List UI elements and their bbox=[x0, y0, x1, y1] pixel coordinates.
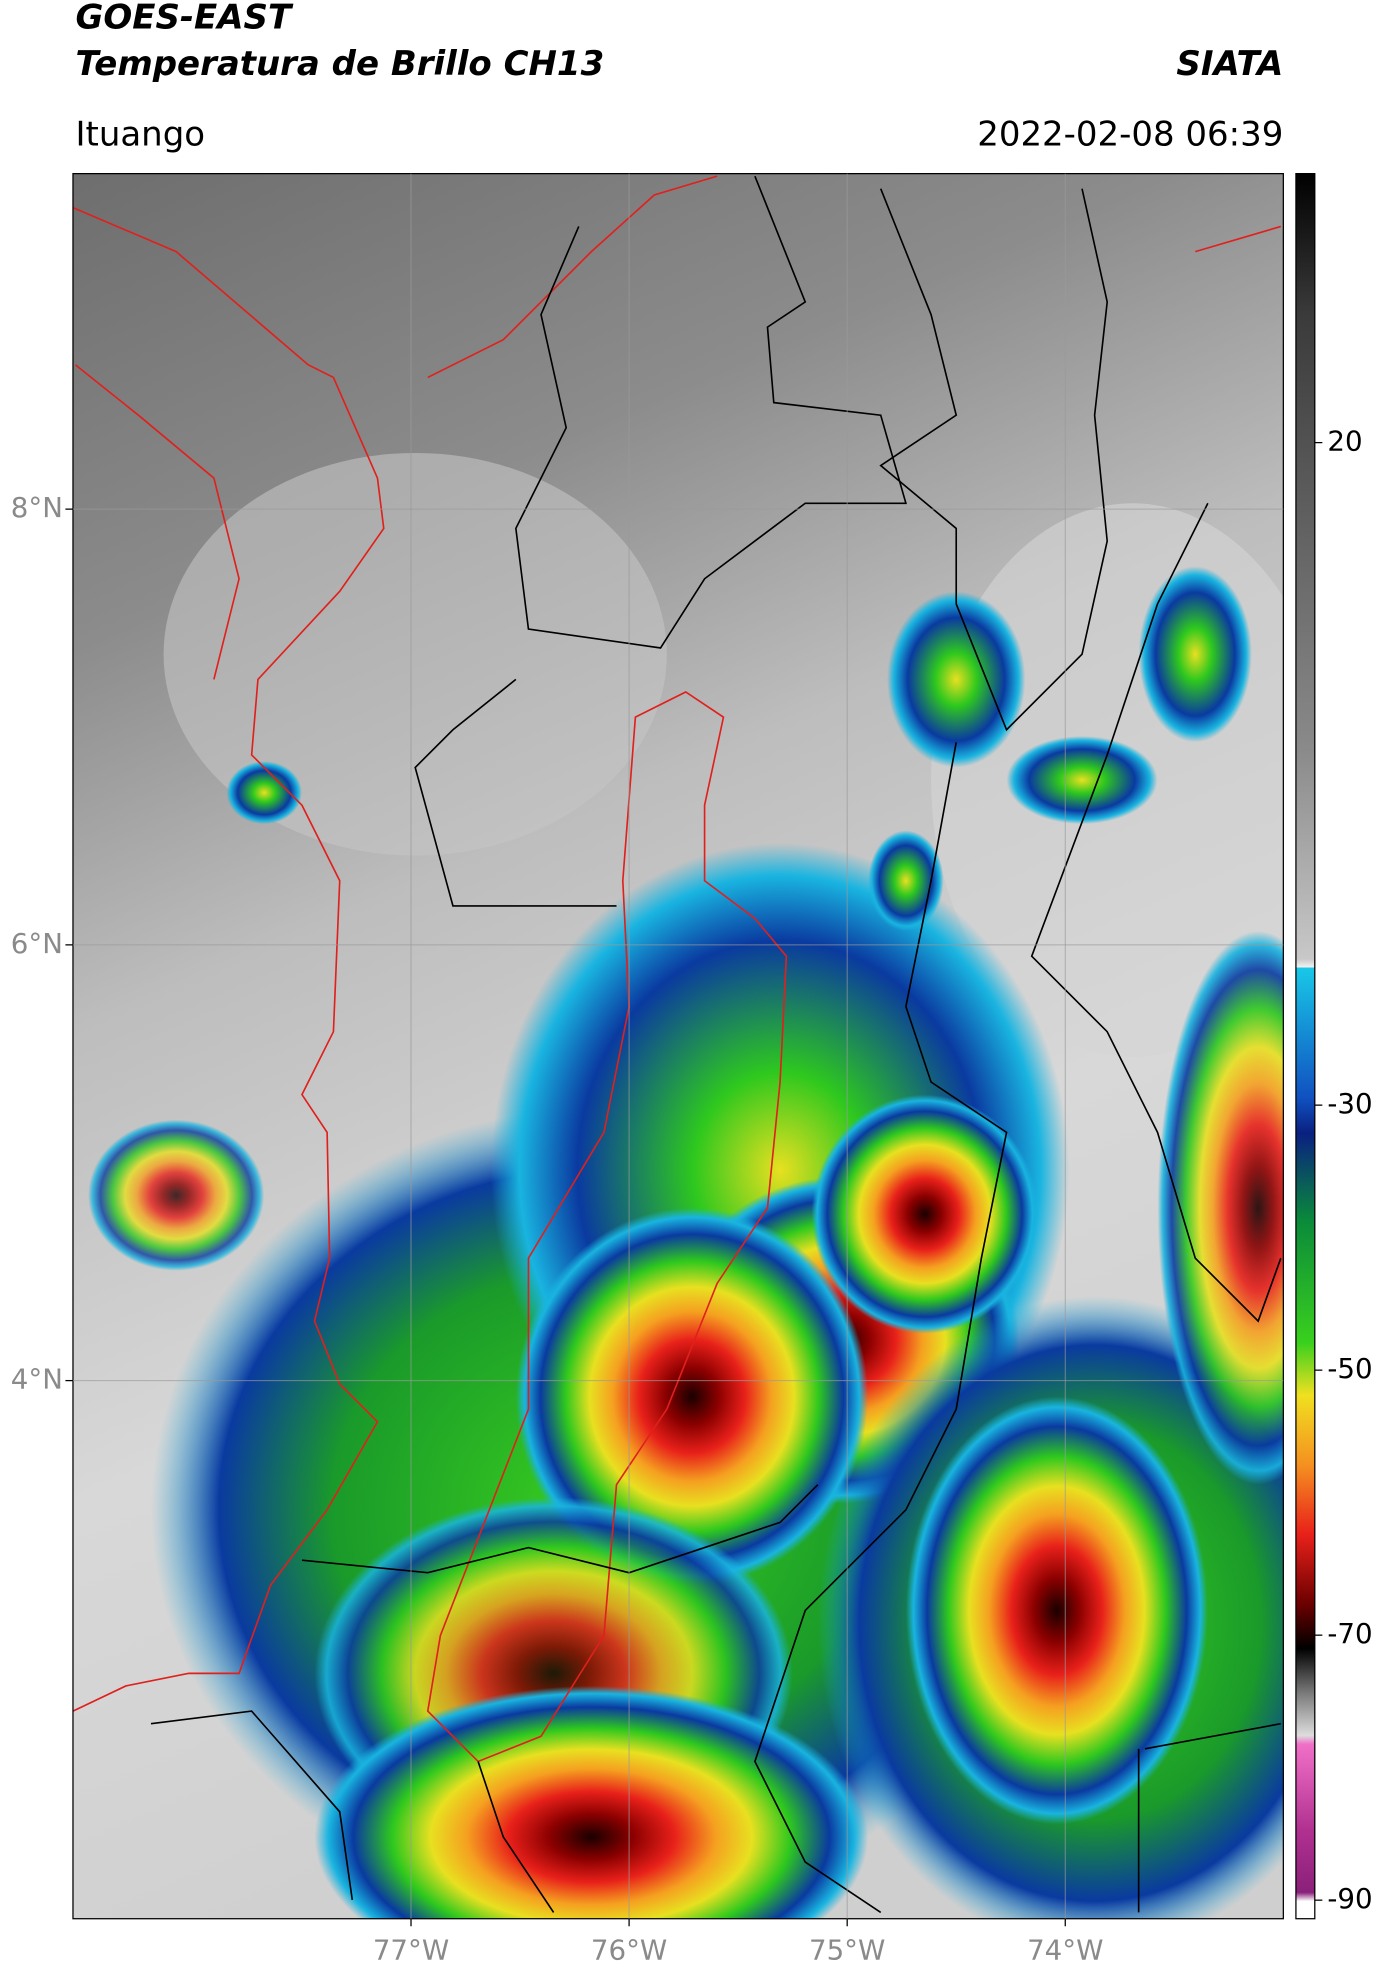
y-tick-label: 4°N bbox=[11, 1363, 63, 1396]
colorbar bbox=[1295, 172, 1316, 1920]
colorbar-tick-label: 20 bbox=[1327, 425, 1362, 458]
title: GOES-EAST bbox=[75, 0, 293, 37]
datetime: 2022-02-08 06:39 bbox=[977, 114, 1283, 154]
x-tick-label: 77°W bbox=[373, 1933, 449, 1966]
colorbar-tick-label: -70 bbox=[1327, 1617, 1372, 1650]
colorbar-tick-label: -30 bbox=[1327, 1087, 1372, 1120]
y-tick-label: 6°N bbox=[11, 927, 63, 960]
colorbar-tick-label: -50 bbox=[1327, 1352, 1372, 1385]
x-tick-label: 74°W bbox=[1027, 1933, 1103, 1966]
x-tick-label: 76°W bbox=[591, 1933, 667, 1966]
satellite-image bbox=[72, 173, 1284, 1919]
x-tick-label: 75°W bbox=[809, 1933, 885, 1966]
y-tick-label: 8°N bbox=[11, 491, 63, 524]
location: Ituango bbox=[75, 114, 205, 154]
source: SIATA bbox=[1176, 44, 1283, 84]
map-frame bbox=[72, 172, 1284, 1920]
colorbar-tick-label: -90 bbox=[1327, 1882, 1372, 1915]
subtitle: Temperatura de Brillo CH13 bbox=[75, 44, 604, 84]
